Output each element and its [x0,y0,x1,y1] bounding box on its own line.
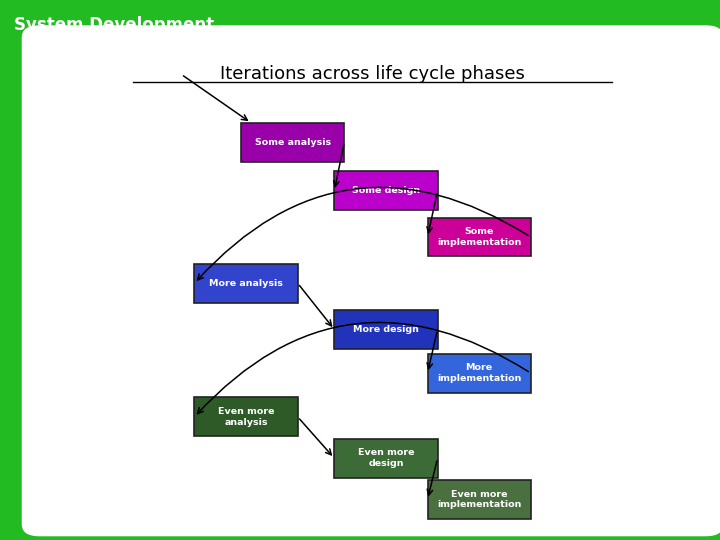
Text: Some
implementation: Some implementation [437,227,521,247]
Text: Some analysis: Some analysis [255,138,330,147]
FancyBboxPatch shape [428,218,531,256]
FancyBboxPatch shape [241,123,344,161]
Text: Even more
analysis: Even more analysis [218,407,274,427]
FancyBboxPatch shape [334,438,438,477]
FancyBboxPatch shape [194,397,297,436]
FancyBboxPatch shape [334,172,438,210]
Text: Some design: Some design [352,186,420,195]
Text: Even more
implementation: Even more implementation [437,490,521,509]
FancyBboxPatch shape [428,354,531,393]
Text: Iterations across life cycle phases: Iterations across life cycle phases [220,64,525,83]
FancyBboxPatch shape [334,310,438,349]
Text: System Development: System Development [14,16,215,34]
FancyBboxPatch shape [19,23,720,538]
Text: More
implementation: More implementation [437,363,521,383]
Text: Even more
design: Even more design [358,449,414,468]
Text: More analysis: More analysis [209,279,283,288]
FancyBboxPatch shape [428,480,531,519]
Text: More design: More design [353,325,419,334]
FancyBboxPatch shape [194,264,297,302]
